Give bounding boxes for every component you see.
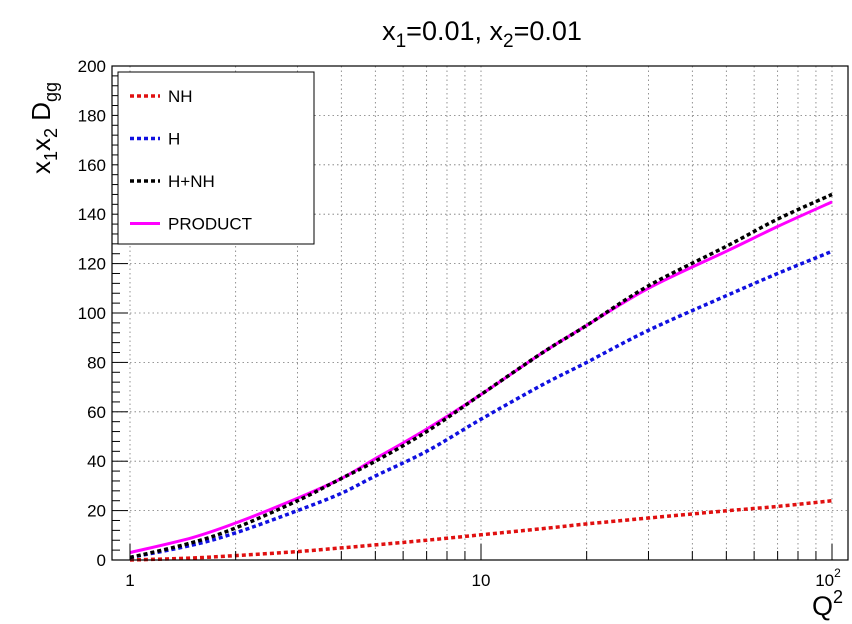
y-tick-label: 120 [78,255,106,274]
y-tick-label: 80 [87,353,106,372]
x-tick-label: 10 [472,571,491,590]
y-axis-title: x1x2 Dgg [26,82,61,174]
legend: NH H H+NH PRODUCT [117,71,315,245]
series-layer [129,192,833,562]
y-tick-label: 40 [87,452,106,471]
y-tick-label: 160 [78,156,106,175]
legend-label: H [168,130,180,149]
y-tick-label: 180 [78,106,106,125]
y-tick-label: 100 [78,304,106,323]
x-tick-label: 102 [815,566,841,590]
y-tick-label: 0 [97,551,106,570]
legend-label: PRODUCT [168,215,252,234]
legend-label: NH [168,87,193,106]
chart-title: x1=0.01, x2=0.01 [382,16,582,52]
legend-box [117,71,315,245]
y-tick-label: 140 [78,205,106,224]
x-tick-label: 1 [125,571,134,590]
legend-label: H+NH [168,172,215,191]
y-tick-label: 200 [78,57,106,76]
series-line-h-nh [129,192,833,560]
series-line-h [129,249,833,560]
y-tick-label: 60 [87,403,106,422]
axis-tick-labels: 0 20 40 60 80 100 120 140 160 180 200 1 10 102 [78,57,841,590]
x-axis-title: Q2 [812,587,843,621]
y-tick-label: 20 [87,502,106,521]
